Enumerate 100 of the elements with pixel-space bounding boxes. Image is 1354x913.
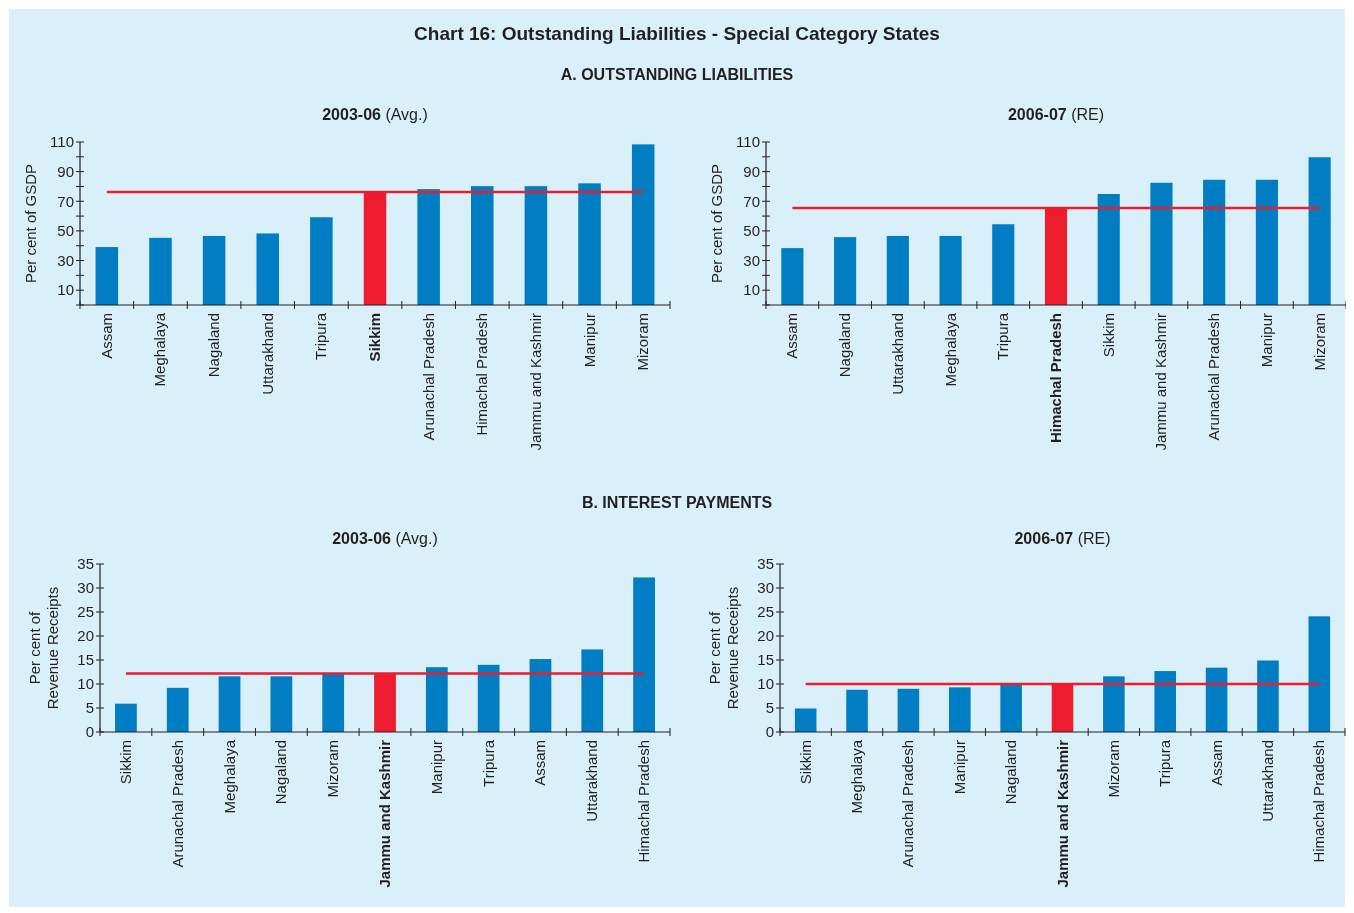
bar bbox=[897, 688, 920, 732]
y-tick-label: 0 bbox=[85, 723, 94, 741]
chart-title: 2006-07 (RE) bbox=[1007, 106, 1105, 123]
y-tick-label: 15 bbox=[77, 651, 94, 669]
bar bbox=[417, 189, 440, 305]
x-tick-label: Assam bbox=[1207, 740, 1225, 786]
x-tick-label: Sikkim bbox=[796, 740, 814, 785]
caption: Chart 16: Outstanding Liabilities - Special Category States bbox=[414, 23, 940, 44]
x-tick-label: Uttarakhand bbox=[888, 313, 906, 395]
y-tick-label: 25 bbox=[77, 603, 94, 621]
bar bbox=[1000, 684, 1022, 732]
x-tick-label: Himachal Pradesh bbox=[473, 313, 491, 436]
x-tick-label: Jammu and Kashmir bbox=[526, 313, 544, 451]
x-tick-label: Sikkim bbox=[1099, 313, 1117, 358]
x-tick-label: Manipur bbox=[580, 313, 598, 368]
x-tick-label: Mizoram bbox=[1104, 740, 1122, 798]
bar bbox=[992, 224, 1015, 305]
y-tick-label: 35 bbox=[77, 555, 94, 573]
x-tick-label: Uttarakhand bbox=[583, 740, 601, 822]
y-tick-label: 15 bbox=[757, 651, 774, 669]
x-tick-label: Jammu and Kashmir bbox=[376, 739, 393, 888]
y-axis-title: Per cent of Revenue Receipts bbox=[26, 586, 61, 710]
x-tick-label: Tripura bbox=[1156, 739, 1174, 787]
bar bbox=[310, 217, 333, 305]
bar bbox=[202, 235, 226, 305]
bar bbox=[1255, 179, 1278, 305]
x-tick-label: Tripura bbox=[312, 312, 330, 360]
x-tick-label: Himachal Pradesh bbox=[635, 740, 653, 863]
x-tick-label: Himachal Pradesh bbox=[1047, 313, 1064, 444]
x-tick-label: Assam bbox=[97, 313, 115, 359]
bar bbox=[578, 183, 601, 305]
bar bbox=[781, 248, 804, 305]
x-tick-label: Meghalaya bbox=[151, 312, 169, 387]
bar bbox=[477, 664, 500, 732]
bar bbox=[1097, 194, 1120, 305]
x-tick-label: Nagaland bbox=[205, 313, 223, 378]
bar bbox=[939, 235, 962, 305]
bar bbox=[1150, 182, 1173, 305]
bar bbox=[581, 649, 604, 732]
x-tick-label: Arunachal Pradesh bbox=[899, 740, 917, 868]
bar bbox=[1103, 676, 1125, 732]
y-tick-label: 0 bbox=[765, 723, 774, 741]
y-tick-label: 90 bbox=[743, 162, 760, 180]
x-tick-label: Uttarakhand bbox=[258, 313, 276, 395]
y-axis-title: Per cent of GSDP bbox=[708, 163, 725, 284]
bar bbox=[886, 235, 909, 305]
bar bbox=[1308, 157, 1331, 305]
x-tick-label: Mizoram bbox=[1310, 313, 1328, 371]
y-tick-label: 20 bbox=[77, 627, 94, 645]
x-tick-label: Jammu and Kashmir bbox=[1053, 739, 1071, 888]
x-tick-label: Meghalaya bbox=[941, 312, 959, 387]
x-tick-label: Arunachal Pradesh bbox=[1205, 313, 1223, 441]
x-tick-label: Manipur bbox=[950, 740, 968, 795]
x-tick-label: Sikkim bbox=[366, 313, 383, 362]
bar bbox=[95, 247, 119, 305]
y-tick-label: 110 bbox=[50, 133, 74, 151]
y-tick-label: 35 bbox=[757, 555, 774, 573]
y-tick-label: 30 bbox=[757, 579, 774, 597]
x-tick-label: Uttarakhand bbox=[1258, 740, 1276, 822]
bar bbox=[1205, 667, 1228, 732]
y-tick-label: 50 bbox=[57, 222, 74, 240]
bar bbox=[794, 708, 817, 732]
y-tick-label: 25 bbox=[757, 603, 774, 621]
x-tick-label: Nagaland bbox=[1002, 740, 1020, 805]
bar bbox=[256, 233, 279, 305]
bar bbox=[1308, 616, 1331, 732]
x-tick-label: Sikkim bbox=[116, 740, 134, 785]
bar bbox=[1154, 671, 1177, 732]
bar bbox=[218, 676, 241, 732]
bar bbox=[115, 703, 137, 732]
x-tick-label: Tripura bbox=[994, 312, 1012, 360]
y-tick-label: 5 bbox=[765, 699, 774, 717]
x-tick-label: Mizoram bbox=[634, 313, 652, 371]
x-tick-label: Assam bbox=[531, 740, 549, 786]
y-tick-label: 30 bbox=[57, 251, 74, 269]
y-tick-label: 30 bbox=[77, 579, 94, 597]
x-tick-label: Nagaland bbox=[836, 313, 854, 378]
y-axis-title: Per cent of Revenue Receipts bbox=[706, 586, 741, 710]
x-tick-label: Nagaland bbox=[272, 740, 290, 805]
text: A. OUTSTANDING LIABILITIES bbox=[560, 66, 794, 83]
y-tick-label: 110 bbox=[736, 133, 760, 151]
x-tick-label: Himachal Pradesh bbox=[1310, 740, 1328, 863]
bar bbox=[166, 687, 189, 732]
bar bbox=[149, 237, 172, 305]
y-tick-label: 50 bbox=[743, 222, 760, 240]
x-tick-label: Meghalaya bbox=[848, 739, 866, 814]
x-tick-label: Assam bbox=[783, 313, 801, 359]
bar bbox=[948, 687, 971, 732]
bar bbox=[529, 659, 552, 732]
y-tick-label: 70 bbox=[57, 192, 74, 210]
text: B. INTEREST PAYMENTS bbox=[581, 494, 773, 511]
bar bbox=[631, 144, 655, 305]
bar bbox=[322, 673, 345, 732]
y-tick-label: 70 bbox=[743, 192, 760, 210]
y-tick-label: 10 bbox=[757, 675, 774, 693]
bar bbox=[425, 667, 448, 732]
x-tick-label: Meghalaya bbox=[220, 739, 238, 814]
bar bbox=[524, 186, 548, 305]
x-tick-label: Tripura bbox=[479, 739, 497, 787]
x-tick-label: Manipur bbox=[1257, 313, 1275, 368]
